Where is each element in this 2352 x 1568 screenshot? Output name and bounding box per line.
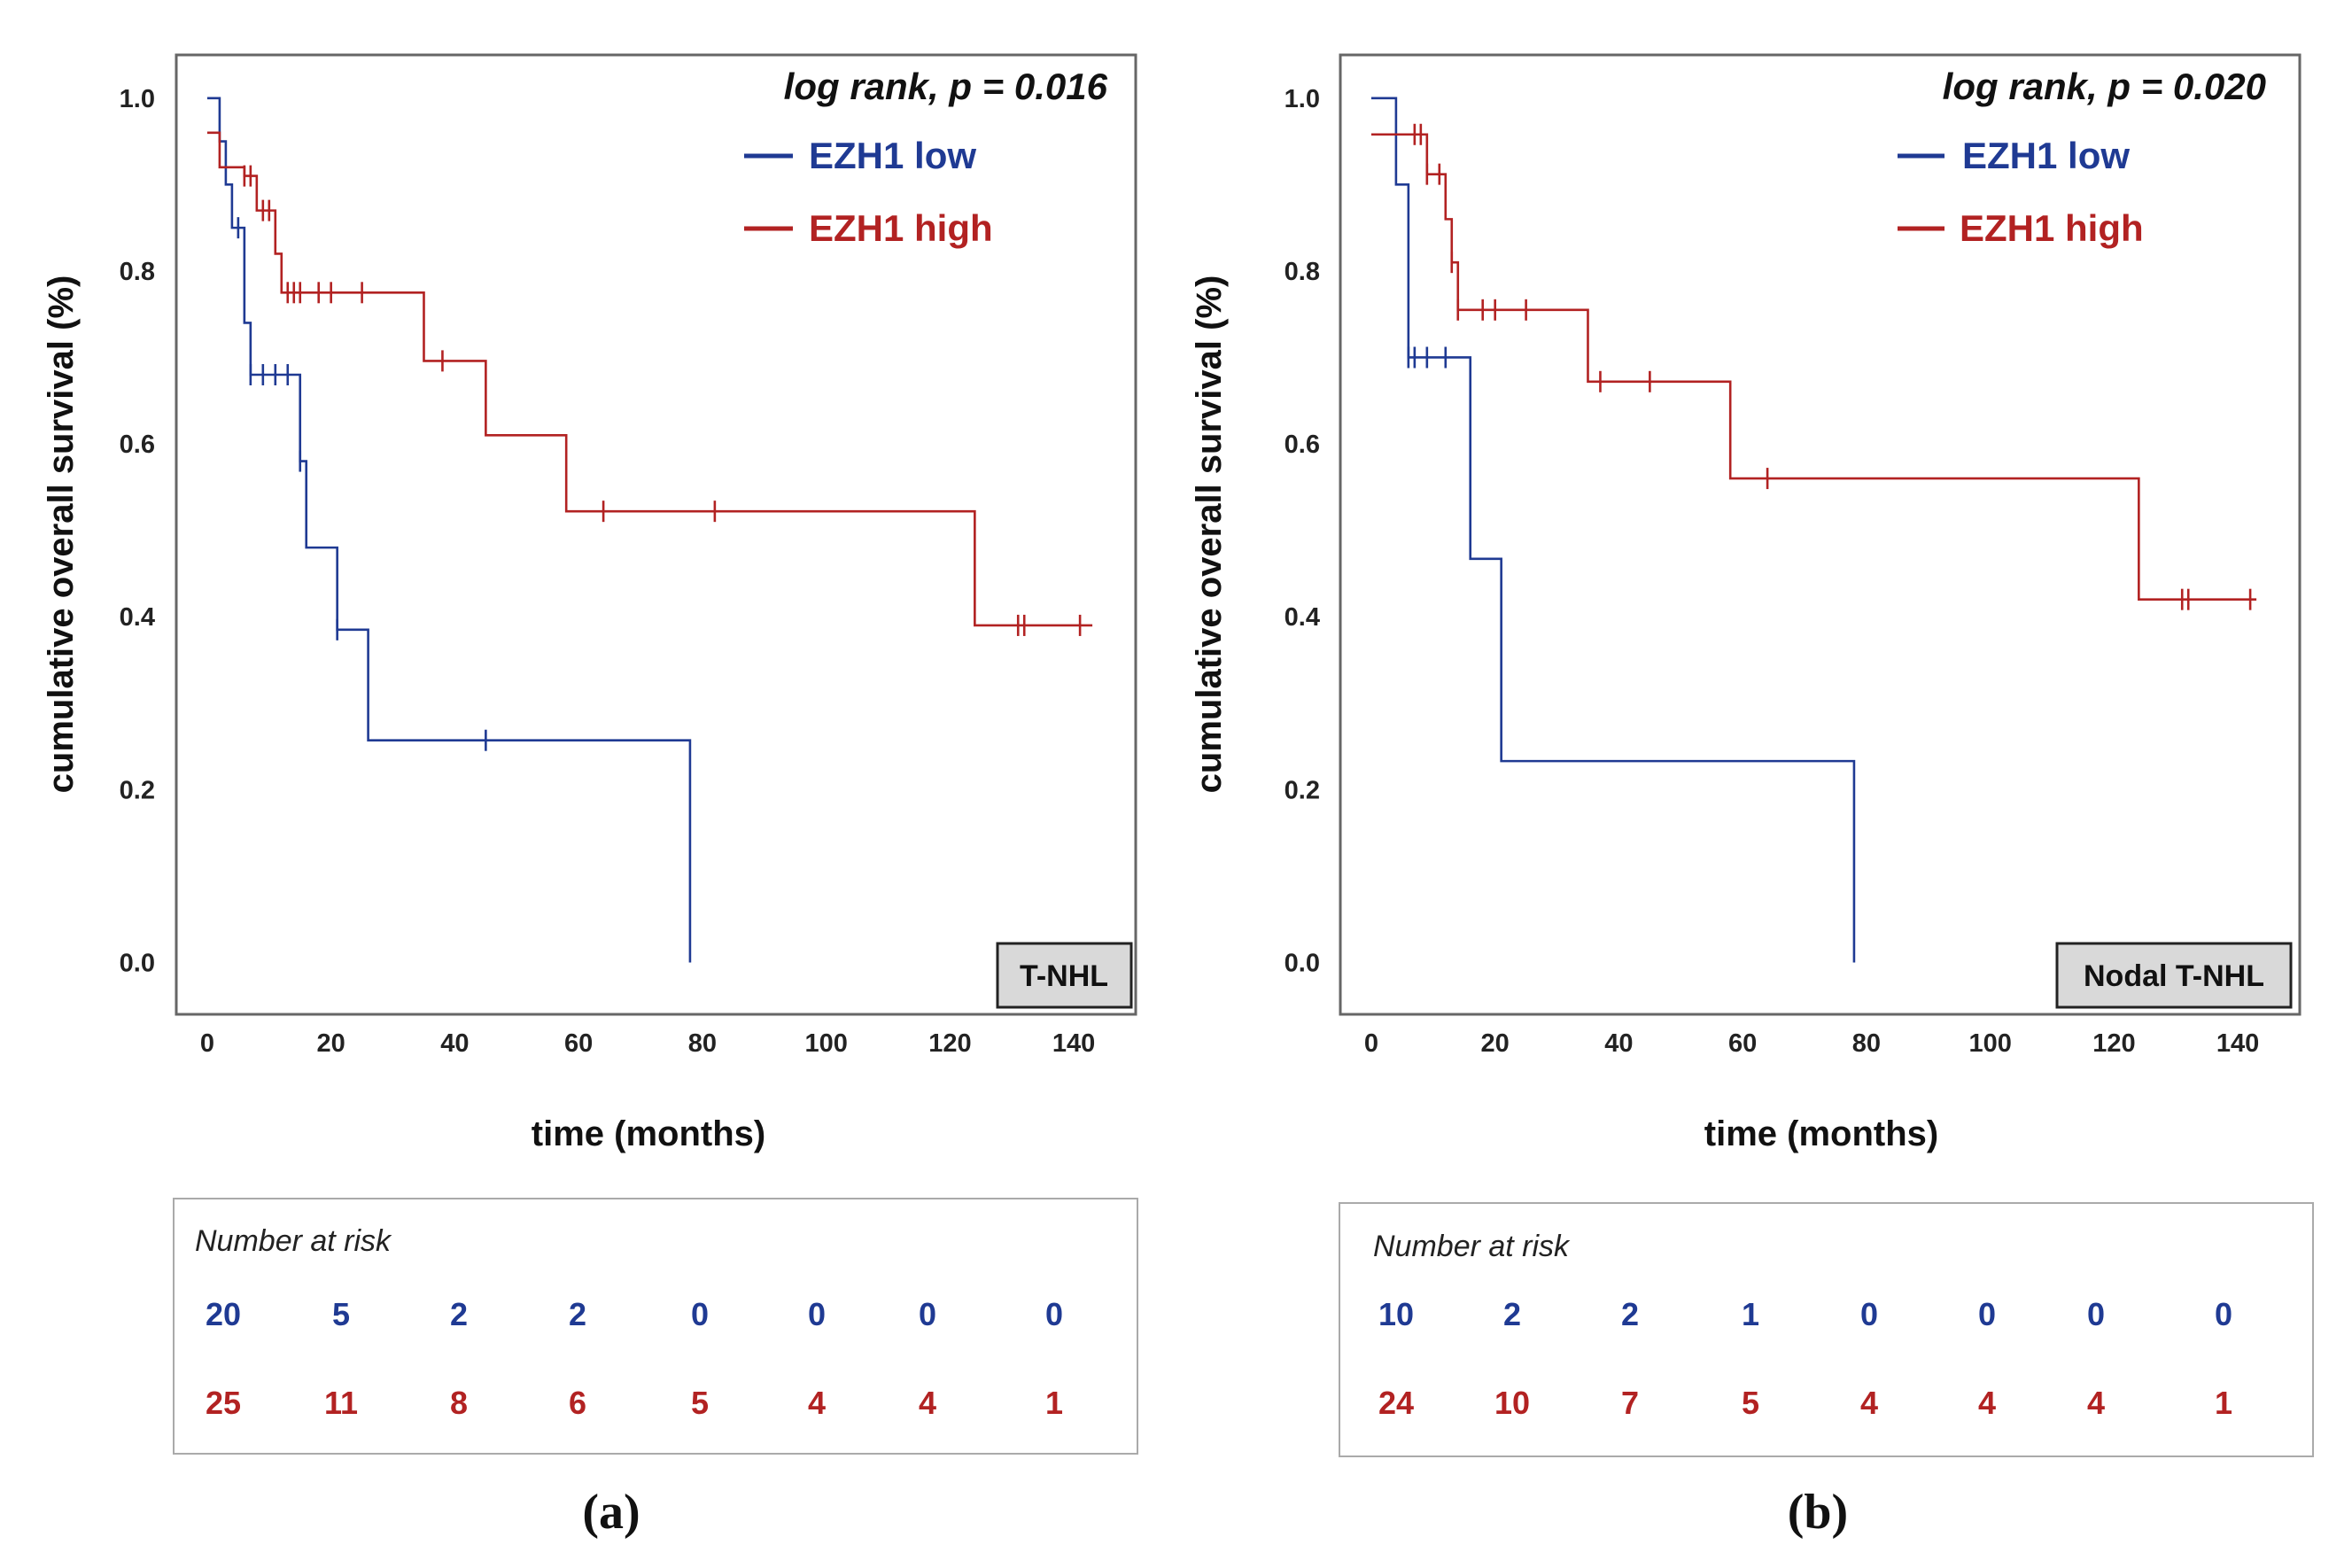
risk-count: 0 xyxy=(1860,1296,1878,1332)
cohort-badge-b xyxy=(2055,942,2293,1009)
risk-count: 2 xyxy=(1503,1296,1521,1332)
x-tick-label: 120 xyxy=(2092,1029,2135,1058)
x-tick-label: 40 xyxy=(1604,1029,1633,1058)
risk-table-a xyxy=(173,1198,1138,1455)
y-tick-label: 0.4 xyxy=(1285,603,1320,632)
y-tick-label: 0.6 xyxy=(1285,431,1320,459)
risk-count: 4 xyxy=(1978,1385,1996,1421)
y-tick-label: 0.8 xyxy=(1285,258,1320,286)
axis-ticks-b: 0 20 40 60 80 100 120 140 0.0 0.2 0.4 0.6 0.8 1.0 xyxy=(1285,85,2260,1058)
x-tick-label: 100 xyxy=(1968,1029,2011,1058)
risk-count: 25 xyxy=(206,1385,241,1421)
x-tick-label: 20 xyxy=(317,1029,345,1058)
risk-count: 4 xyxy=(919,1385,936,1421)
risk-table-title-b: Number at risk xyxy=(1373,1230,1571,1263)
y-axis-title-b: cumulative overall survival (%) xyxy=(1190,276,1229,794)
panel-label-b: (b) xyxy=(1788,1485,1848,1540)
risk-count: 2 xyxy=(450,1296,468,1332)
risk-count: 4 xyxy=(2087,1385,2105,1421)
x-tick-label: 140 xyxy=(1052,1029,1095,1058)
legend-label-high-b: EZH1 high xyxy=(1960,207,2144,249)
x-tick-label: 80 xyxy=(1852,1029,1881,1058)
x-tick-label: 20 xyxy=(1481,1029,1510,1058)
x-tick-label: 140 xyxy=(2216,1029,2259,1058)
risk-count: 0 xyxy=(808,1296,826,1332)
x-tick-label: 60 xyxy=(1728,1029,1757,1058)
risk-count: 11 xyxy=(324,1385,358,1421)
x-tick-label: 40 xyxy=(440,1029,469,1058)
x-tick-label: 100 xyxy=(804,1029,847,1058)
risk-count: 1 xyxy=(2215,1385,2232,1421)
x-tick-label: 60 xyxy=(564,1029,593,1058)
risk-count: 10 xyxy=(1378,1296,1414,1332)
risk-count: 24 xyxy=(1378,1385,1414,1421)
x-axis-title-b: time (months) xyxy=(1704,1114,1938,1153)
legend-label-low-b: EZH1 low xyxy=(1962,135,2130,176)
risk-count: 0 xyxy=(691,1296,709,1332)
risk-count: 5 xyxy=(332,1296,350,1332)
risk-count: 4 xyxy=(1860,1385,1878,1421)
risk-count: 1 xyxy=(1742,1296,1759,1332)
legend-label-low-a: EZH1 low xyxy=(809,135,976,176)
risk-count: 1 xyxy=(1045,1385,1063,1421)
risk-count: 2 xyxy=(1621,1296,1639,1332)
y-tick-label: 0.0 xyxy=(120,949,155,977)
risk-count: 10 xyxy=(1494,1385,1530,1421)
risk-count: 0 xyxy=(2087,1296,2105,1332)
risk-table-b xyxy=(1339,1202,2314,1457)
km-curve-high xyxy=(1370,133,2257,601)
risk-count: 0 xyxy=(919,1296,936,1332)
risk-values-a: 20 5 2 2 0 0 0 025 11 8 6 5 4 4 1 xyxy=(206,1296,1063,1421)
y-tick-label: 0.0 xyxy=(1285,949,1320,977)
x-tick-label: 0 xyxy=(1364,1029,1378,1058)
logrank-pvalue-a: log rank, p = 0.016 xyxy=(784,66,1108,107)
panel-label-a: (a) xyxy=(582,1485,640,1540)
y-tick-label: 1.0 xyxy=(1285,85,1320,113)
risk-table-title-a: Number at risk xyxy=(195,1224,392,1258)
x-tick-label: 0 xyxy=(200,1029,214,1058)
risk-count: 0 xyxy=(2215,1296,2232,1332)
y-tick-label: 0.4 xyxy=(120,603,155,632)
x-tick-label: 120 xyxy=(928,1029,971,1058)
risk-count: 0 xyxy=(1045,1296,1063,1332)
risk-count: 8 xyxy=(450,1385,468,1421)
risk-count: 0 xyxy=(1978,1296,1996,1332)
y-tick-label: 0.2 xyxy=(120,776,155,804)
risk-count: 4 xyxy=(808,1385,826,1421)
logrank-pvalue-b: log rank, p = 0.020 xyxy=(1943,66,2266,107)
plot-frame-b xyxy=(1339,53,2302,1016)
risk-count: 7 xyxy=(1621,1385,1639,1421)
km-curves-a xyxy=(206,97,1093,963)
y-tick-label: 0.6 xyxy=(120,431,155,459)
km-curves-b xyxy=(1370,97,2257,963)
risk-values-b: 10 2 2 1 0 0 0 024 10 7 5 4 4 4 1 xyxy=(1378,1296,2232,1421)
cohort-badge-a xyxy=(996,942,1133,1009)
risk-count: 20 xyxy=(206,1296,241,1332)
risk-count: 2 xyxy=(569,1296,586,1332)
cohort-label-a: T-NHL xyxy=(1020,959,1108,993)
y-tick-label: 1.0 xyxy=(120,85,155,113)
y-tick-label: 0.2 xyxy=(1285,776,1320,804)
legend-label-high-a: EZH1 high xyxy=(809,207,993,249)
cohort-label-b: Nodal T-NHL xyxy=(2084,959,2264,993)
axis-ticks-a: 0 20 40 60 80 100 120 140 0.0 0.2 0.4 0.6 0.8 1.0 xyxy=(120,85,1096,1058)
x-tick-label: 80 xyxy=(688,1029,717,1058)
plot-frame-a xyxy=(175,53,1137,1016)
y-tick-label: 0.8 xyxy=(120,258,155,286)
risk-count: 5 xyxy=(691,1385,709,1421)
km-curve-low xyxy=(1370,97,1856,963)
x-axis-title-a: time (months) xyxy=(532,1114,765,1153)
risk-count: 5 xyxy=(1742,1385,1759,1421)
y-axis-title-a: cumulative overall survival (%) xyxy=(42,276,81,794)
risk-count: 6 xyxy=(569,1385,586,1421)
